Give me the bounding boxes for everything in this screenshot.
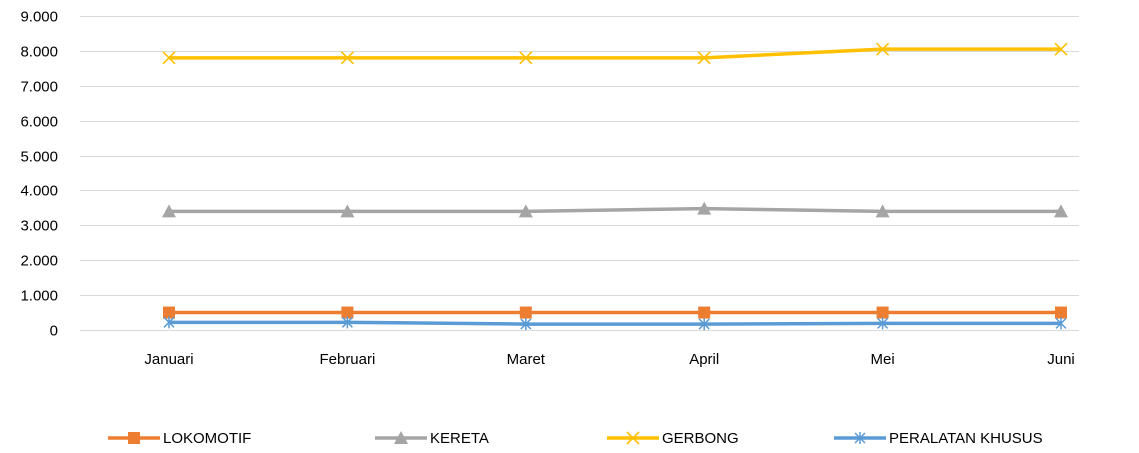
data-point-marker: [875, 204, 890, 218]
x-tick-label: Mei: [871, 351, 895, 368]
y-tick-label: 3.000: [20, 218, 58, 235]
legend-item: GERBONG: [607, 430, 739, 447]
series-peralatan-khusus: [163, 316, 1067, 331]
x-tick-label: Februari: [319, 351, 375, 368]
y-tick-label: 8.000: [20, 44, 58, 61]
y-tick-label: 4.000: [20, 183, 58, 200]
data-point-marker: [394, 431, 408, 444]
series-lines: [162, 42, 1068, 331]
y-tick-label: 9.000: [20, 9, 58, 26]
legend-label: GERBONG: [662, 430, 739, 447]
series-line: [169, 206, 1061, 214]
data-point-marker: [128, 432, 140, 444]
data-point-marker: [340, 204, 355, 218]
data-point-marker: [163, 306, 175, 319]
data-point-marker: [1055, 306, 1067, 319]
data-point-marker: [520, 318, 532, 331]
series-line: [169, 320, 1061, 326]
series-lokomotif: [163, 306, 1067, 319]
y-tick-label: 6.000: [20, 114, 58, 131]
y-tick-label: 1.000: [20, 288, 58, 305]
data-point-marker: [162, 204, 176, 218]
y-tick-label: 5.000: [20, 149, 58, 166]
data-point-marker: [341, 306, 354, 319]
data-point-marker: [876, 42, 890, 56]
data-point-marker: [340, 51, 354, 65]
data-point-marker: [698, 318, 710, 331]
y-tick-label: 0: [50, 323, 58, 340]
legend-item: LOKOMOTIF: [108, 430, 251, 447]
data-point-marker: [876, 306, 889, 319]
series-kereta: [162, 201, 1068, 218]
x-axis-tick-labels: Januari Februari Maret April Mei Juni: [144, 351, 1074, 368]
y-tick-label: 2.000: [20, 253, 58, 270]
data-point-marker: [626, 431, 640, 445]
data-point-marker: [163, 316, 175, 329]
data-point-marker: [518, 204, 533, 218]
legend-item: PERALATAN KHUSUS: [834, 430, 1043, 447]
data-point-marker: [697, 51, 711, 65]
y-tick-label: 7.000: [20, 79, 58, 96]
data-point-marker: [854, 432, 866, 444]
legend-label: PERALATAN KHUSUS: [889, 430, 1043, 447]
data-point-marker: [877, 317, 889, 330]
legend: LOKOMOTIF KERETA GERBONG PERALATAN KHUSUS: [108, 430, 1043, 447]
data-point-marker: [519, 306, 532, 319]
gridlines: [80, 16, 1079, 331]
series-gerbong: [162, 42, 1068, 65]
x-tick-label: Maret: [507, 351, 546, 368]
series-line: [169, 47, 1061, 60]
data-point-marker: [162, 51, 176, 65]
x-tick-label: April: [689, 351, 719, 368]
data-point-marker: [697, 201, 712, 215]
x-tick-label: Juni: [1047, 351, 1075, 368]
data-point-marker: [1055, 317, 1067, 330]
legend-item: KERETA: [375, 430, 489, 447]
data-point-marker: [1054, 42, 1068, 56]
data-point-marker: [341, 316, 353, 329]
data-point-marker: [1054, 204, 1068, 218]
data-point-marker: [519, 51, 533, 65]
y-axis-tick-labels: 0 1.000 2.000 3.000 4.000 5.000 6.000 7.000 8.00…: [20, 9, 58, 340]
data-point-marker: [698, 306, 711, 319]
legend-label: KERETA: [430, 430, 489, 447]
x-tick-label: Januari: [144, 351, 193, 368]
legend-label: LOKOMOTIF: [163, 430, 251, 447]
